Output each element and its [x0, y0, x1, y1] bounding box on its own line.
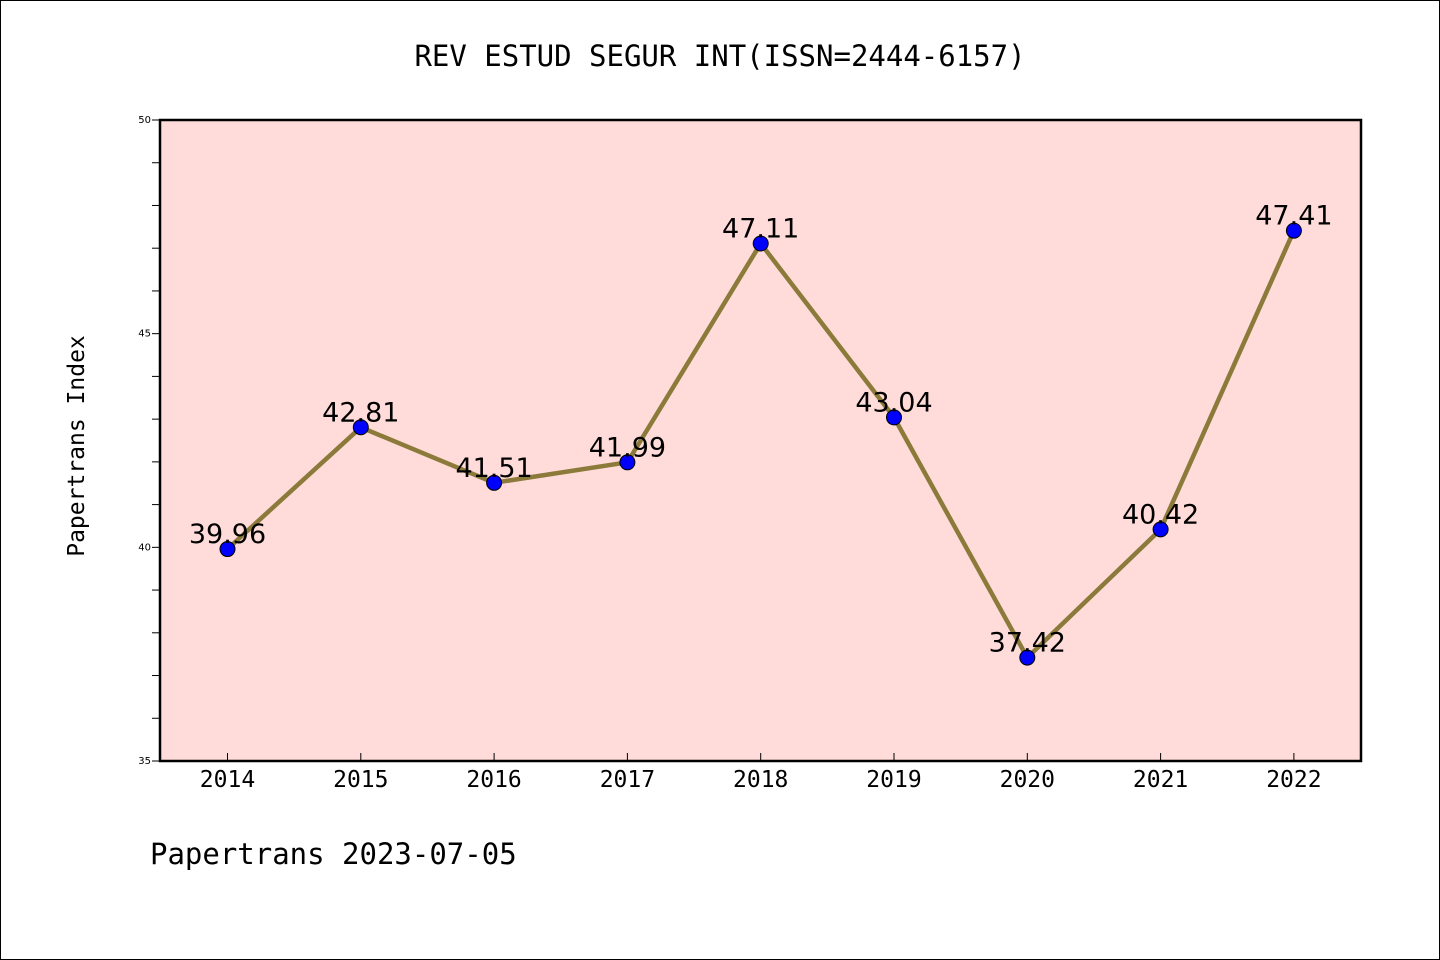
data-point: [486, 474, 503, 491]
y-axis-ticks: 35 40 45 50: [138, 115, 160, 767]
y-tick-label: 50: [138, 115, 151, 126]
data-label: 40.42: [1122, 499, 1199, 530]
data-point: [752, 235, 769, 252]
data-label: 47.11: [722, 213, 799, 244]
x-tick-label: 2016: [466, 767, 521, 793]
footer-text: Papertrans 2023-07-05: [150, 837, 517, 871]
data-point: [1019, 649, 1036, 666]
data-label: 41.51: [455, 453, 532, 484]
data-label: 47.41: [1255, 201, 1332, 232]
data-point: [886, 409, 902, 426]
data-point: [1152, 521, 1169, 538]
data-label: 39.96: [189, 519, 266, 550]
data-points: [219, 222, 1302, 666]
x-tick-label: 2019: [866, 767, 921, 793]
chart-title: REV ESTUD SEGUR INT(ISSN=2444-6157): [414, 39, 1025, 73]
data-point: [619, 454, 636, 471]
data-label: 42.81: [322, 397, 399, 428]
data-labels: 39.96 42.81 41.51 41.99 47.11 43.04 37.42 40.42…: [189, 201, 1333, 659]
x-tick-label: 2020: [1000, 767, 1055, 793]
x-axis-ticks: 2014 2015 2016 2017 2018 2019 2020 2021 2022: [200, 753, 1322, 793]
data-label: 41.99: [589, 432, 666, 463]
y-axis-label: Papertrans Index: [64, 335, 90, 557]
data-label: 43.04: [855, 387, 932, 418]
data-point: [1285, 222, 1302, 239]
y-tick-label: 35: [138, 756, 151, 767]
x-tick-label: 2014: [200, 767, 255, 793]
y-tick-label: 45: [138, 329, 151, 340]
data-label: 37.42: [989, 628, 1066, 659]
plot-area: [158, 118, 1363, 763]
x-tick-label: 2022: [1266, 767, 1321, 793]
y-tick-label: 40: [138, 542, 151, 553]
x-tick-label: 2021: [1133, 767, 1188, 793]
data-point: [219, 541, 236, 558]
x-tick-label: 2017: [600, 767, 655, 793]
x-tick-label: 2018: [733, 767, 788, 793]
x-tick-label: 2015: [333, 767, 388, 793]
data-point: [352, 419, 369, 436]
